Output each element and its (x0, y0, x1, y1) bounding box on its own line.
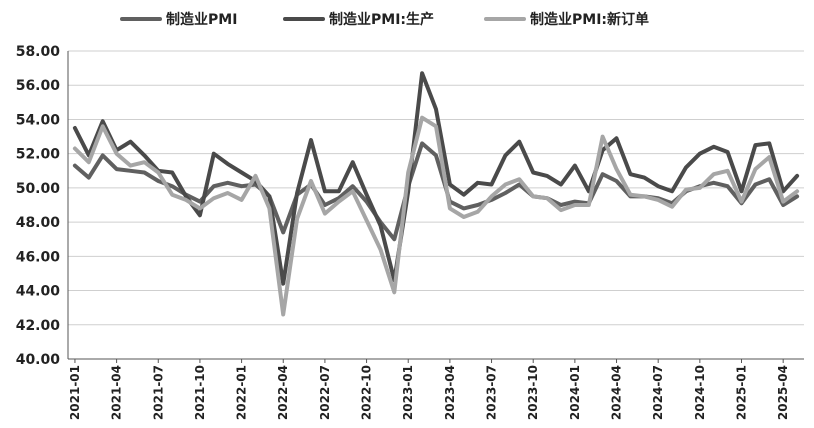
y-tick-label: 46.00 (16, 249, 61, 265)
x-tick-label: 2021-10 (193, 365, 207, 420)
x-tick-label: 2022-07 (318, 365, 332, 420)
x-tick-label: 2024-01 (568, 365, 582, 420)
y-tick-label: 54.00 (16, 112, 61, 128)
y-tick-label: 40.00 (16, 352, 61, 368)
y-tick-label: 42.00 (16, 318, 61, 334)
series-line-2 (72, 71, 800, 286)
x-tick-label: 2025-04 (776, 365, 790, 420)
legend-label: 制造业PMI:生产 (329, 11, 434, 28)
chart-legend: 制造业PMI 制造业PMI:生产 制造业PMI:新订单 (120, 11, 649, 28)
x-tick-label: 2024-10 (693, 365, 707, 420)
y-axis-ticks: 40.00 42.00 44.00 46.00 48.00 50.00 52.00 54.00… (16, 44, 61, 368)
x-tick-label: 2023-10 (526, 365, 540, 420)
x-tick-label: 2022-01 (235, 365, 249, 420)
x-tick-label: 2022-10 (360, 365, 374, 420)
series-lines (72, 71, 800, 317)
y-tick-label: 48.00 (16, 215, 61, 231)
y-tick-label: 58.00 (16, 44, 61, 60)
x-axis-ticks: 2021-01 2021-04 2021-07 2021-10 2022-01 2022-… (68, 359, 790, 420)
x-tick-label: 2025-01 (735, 365, 749, 420)
x-tick-label: 2021-04 (110, 365, 124, 420)
x-tick-label: 2023-04 (443, 365, 457, 420)
x-tick-label: 2021-07 (151, 365, 165, 420)
x-tick-label: 2023-07 (485, 365, 499, 420)
y-tick-label: 50.00 (16, 181, 61, 197)
legend-label: 制造业PMI:新订单 (530, 11, 649, 28)
series-line-3 (72, 115, 800, 317)
y-tick-label: 56.00 (16, 78, 61, 94)
x-tick-label: 2023-01 (401, 365, 415, 420)
legend-label: 制造业PMI (166, 11, 237, 28)
x-tick-label: 2024-07 (651, 365, 665, 420)
x-tick-label: 2022-04 (276, 365, 290, 420)
x-tick-label: 2021-01 (68, 365, 82, 420)
y-tick-label: 52.00 (16, 147, 61, 163)
x-tick-label: 2024-04 (610, 365, 624, 420)
y-tick-label: 44.00 (16, 284, 61, 300)
